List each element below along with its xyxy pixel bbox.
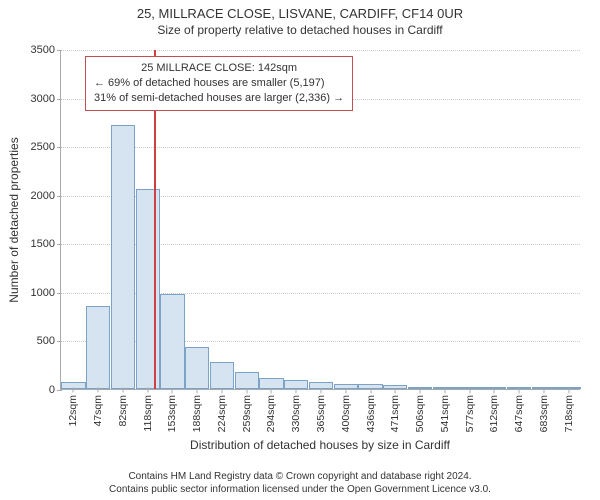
x-tick: 541sqm: [439, 395, 451, 432]
page: 25, MILLRACE CLOSE, LISVANE, CARDIFF, CF…: [0, 0, 600, 500]
x-tick: 400sqm: [340, 395, 352, 432]
y-tick: 0: [49, 384, 61, 396]
x-tick: 365sqm: [315, 395, 327, 432]
y-tick: 2000: [31, 190, 61, 202]
x-tick: 683sqm: [538, 395, 550, 432]
bar: [160, 294, 184, 389]
chart: Number of detached properties 0500100015…: [0, 40, 600, 460]
bar: [210, 362, 234, 389]
x-tick: 118sqm: [142, 395, 154, 432]
gridline: [61, 50, 580, 51]
y-tick: 1000: [31, 287, 61, 299]
y-tick: 3000: [31, 93, 61, 105]
x-axis-label: Distribution of detached houses by size …: [60, 438, 580, 452]
gridline: [61, 147, 580, 148]
x-tick: 577sqm: [464, 395, 476, 432]
x-tick: 259sqm: [241, 395, 253, 432]
bar: [235, 372, 259, 389]
x-tick: 47sqm: [92, 395, 104, 427]
x-tick: 224sqm: [216, 395, 228, 432]
page-title: 25, MILLRACE CLOSE, LISVANE, CARDIFF, CF…: [0, 0, 600, 21]
info-box-line3: 31% of semi-detached houses are larger (…: [94, 91, 344, 106]
footer-line1: Contains HM Land Registry data © Crown c…: [0, 471, 600, 484]
x-tick: 294sqm: [265, 395, 277, 432]
bar: [185, 347, 209, 389]
x-tick: 330sqm: [290, 395, 302, 432]
footer-line2: Contains public sector information licen…: [0, 484, 600, 497]
info-box: 25 MILLRACE CLOSE: 142sqm ← 69% of detac…: [85, 56, 353, 111]
plot-area: 050010001500200025003000350012sqm47sqm82…: [60, 50, 580, 390]
x-tick: 188sqm: [191, 395, 203, 432]
bar: [111, 125, 135, 389]
x-tick: 612sqm: [488, 395, 500, 432]
footer: Contains HM Land Registry data © Crown c…: [0, 471, 600, 496]
page-subtitle: Size of property relative to detached ho…: [0, 21, 600, 37]
bar: [86, 306, 110, 389]
info-box-line1: 25 MILLRACE CLOSE: 142sqm: [94, 61, 344, 76]
x-tick: 506sqm: [414, 395, 426, 432]
x-tick: 436sqm: [365, 395, 377, 432]
x-tick: 82sqm: [117, 395, 129, 427]
y-axis-label: Number of detached properties: [7, 137, 21, 302]
x-tick: 647sqm: [513, 395, 525, 432]
info-box-line2: ← 69% of detached houses are smaller (5,…: [94, 76, 344, 91]
y-tick: 2500: [31, 141, 61, 153]
y-tick: 1500: [31, 238, 61, 250]
x-tick: 471sqm: [389, 395, 401, 432]
x-tick: 153sqm: [166, 395, 178, 432]
y-tick: 3500: [31, 44, 61, 56]
x-tick: 12sqm: [67, 395, 79, 427]
x-tick: 718sqm: [563, 395, 575, 432]
y-tick: 500: [37, 335, 61, 347]
